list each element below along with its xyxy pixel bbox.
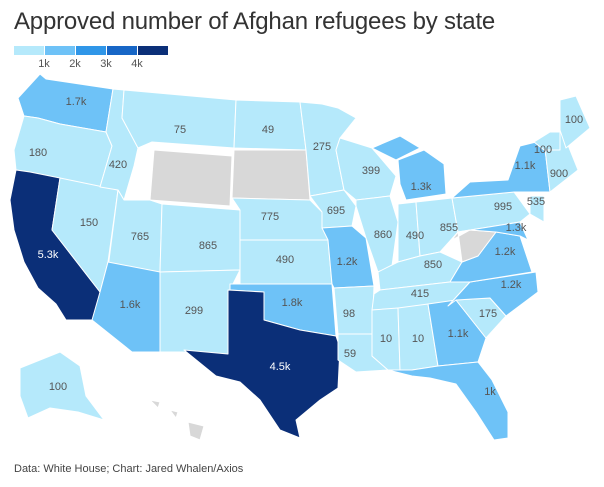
state-label-LA: 59 <box>344 348 356 360</box>
state-label-OR: 180 <box>29 147 47 159</box>
state-label-GA: 1.1k <box>448 328 469 340</box>
state-label-FL: 1k <box>484 386 496 398</box>
legend-swatch-4 <box>138 46 168 55</box>
state-label-VT: 100 <box>534 144 552 156</box>
state-SD <box>231 149 311 201</box>
source-note: Data: White House; Chart: Jared Whalen/A… <box>14 463 244 475</box>
state-value-labels: 1.7k 180 5.3k 150 420 75 765 865 1.6k 29… <box>29 96 583 398</box>
state-label-CO: 865 <box>199 240 217 252</box>
legend-tick-3k: 3k <box>100 58 112 70</box>
state-label-NM: 299 <box>185 305 203 317</box>
legend-swatch-2 <box>76 46 106 55</box>
legend-tick-4k: 4k <box>131 58 143 70</box>
state-label-KS: 490 <box>276 254 294 266</box>
state-label-NE: 775 <box>261 211 279 223</box>
state-label-MS: 10 <box>380 333 392 345</box>
state-label-IN: 490 <box>406 230 424 242</box>
state-OH <box>415 197 459 257</box>
state-MI <box>371 135 447 201</box>
state-GA <box>427 299 487 367</box>
state-label-MO: 1.2k <box>337 256 358 268</box>
state-label-AZ: 1.6k <box>120 299 141 311</box>
state-TX <box>183 289 341 439</box>
state-VT <box>533 131 561 151</box>
state-label-SC: 175 <box>479 308 497 320</box>
state-label-IA: 695 <box>327 205 345 217</box>
state-NJ <box>529 195 545 223</box>
state-label-AR: 98 <box>343 308 355 320</box>
state-label-PA: 995 <box>494 201 512 213</box>
state-label-KY: 850 <box>424 259 442 271</box>
legend-tick-1k: 1k <box>38 58 50 70</box>
state-label-NV: 150 <box>80 217 98 229</box>
state-label-OH: 855 <box>440 222 458 234</box>
state-NE <box>231 197 329 241</box>
state-label-MD: 1.3k <box>506 222 527 234</box>
state-label-UT: 765 <box>131 231 149 243</box>
state-HI <box>149 399 205 441</box>
state-label-WI: 399 <box>362 165 380 177</box>
state-label-MT: 75 <box>174 124 186 136</box>
state-label-NY: 1.1k <box>515 160 536 172</box>
state-label-CA: 5.3k <box>38 249 59 261</box>
legend-swatch-1 <box>45 46 75 55</box>
state-MD <box>457 221 529 241</box>
state-label-AL: 10 <box>412 333 424 345</box>
state-label-MN: 275 <box>313 141 331 153</box>
state-label-IL: 860 <box>374 229 392 241</box>
legend-swatch-0 <box>14 46 44 55</box>
state-label-ME: 100 <box>565 114 583 126</box>
state-label-TN: 415 <box>411 288 429 300</box>
state-label-WA: 1.7k <box>66 96 87 108</box>
state-shapes <box>9 73 591 441</box>
state-label-AK: 100 <box>49 381 67 393</box>
state-label-NC: 1.2k <box>501 279 522 291</box>
state-label-MI: 1.3k <box>411 181 432 193</box>
state-CO <box>159 203 241 273</box>
legend-swatch-3 <box>107 46 137 55</box>
color-legend: 1k 2k 3k 4k <box>14 46 174 76</box>
legend-tick-2k: 2k <box>69 58 81 70</box>
state-label-ID: 420 <box>109 159 127 171</box>
state-WY <box>149 149 233 207</box>
state-label-NJ: 535 <box>527 196 545 208</box>
state-ME <box>559 95 591 149</box>
state-MT <box>121 89 237 149</box>
state-label-CT: 900 <box>550 168 568 180</box>
state-label-VA: 1.2k <box>495 246 516 258</box>
state-label-OK: 1.8k <box>282 297 303 309</box>
state-label-TX: 4.5k <box>270 361 291 373</box>
state-FL <box>387 361 509 441</box>
state-label-ND: 49 <box>262 124 274 136</box>
state-AK <box>19 351 105 421</box>
map-title: Approved number of Afghan refugees by st… <box>14 8 496 35</box>
